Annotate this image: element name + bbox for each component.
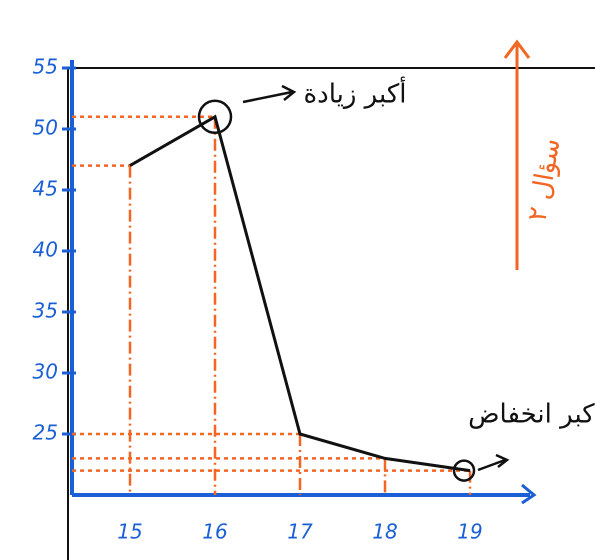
y-tick-label: 30 [33,360,58,384]
orange-arrow [505,42,529,270]
x-tick-label: 17 [287,520,313,544]
x-tick-label: 15 [117,520,142,544]
y-tick-label: 40 [33,238,58,262]
x-tick-label: 19 [457,520,482,544]
y-tick-label: 50 [33,116,58,140]
x-tick-label: 18 [372,520,397,544]
line [130,117,470,471]
y-tick-label: 35 [33,299,58,323]
y-tick-label: 55 [33,55,58,79]
arrow [243,86,294,102]
decrease-note: أكبر انخفاض [468,396,595,430]
y-tick-label: 45 [33,177,58,201]
x-tick-label: 16 [202,520,227,544]
arrow [478,455,507,470]
chart: سؤال ٢ أكبر زيادة أكبر انخفاض 25 30 35 40 45… [0,0,595,560]
question-label: سؤال ٢ [522,136,566,224]
increase-note: أكبر زيادة [304,76,407,110]
y-tick-label: 25 [33,421,58,445]
page: {"chart_data": {"type": "line", "categor… [0,0,595,560]
